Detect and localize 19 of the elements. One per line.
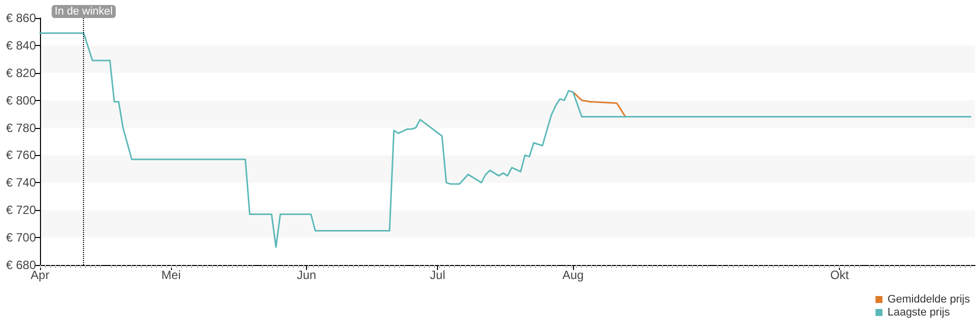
legend-label: Laagste prijs [887, 306, 950, 318]
legend-label: Gemiddelde prijs [887, 294, 970, 306]
ref-line-label: In de winkel [54, 6, 113, 18]
x-tick-label: Jul [430, 268, 446, 282]
y-tick-label: € 820 [6, 66, 36, 80]
y-tick-label: € 760 [6, 148, 36, 162]
line-series [39, 32, 972, 248]
y-tick-label: € 800 [6, 93, 36, 108]
y-tick-label: € 740 [6, 176, 36, 190]
y-tick-label: € 860 [6, 11, 36, 25]
line-series [572, 91, 626, 118]
x-tick-label: Okt [830, 268, 850, 282]
y-tick-label: € 840 [6, 38, 36, 52]
x-tick-label: Aug [562, 268, 584, 282]
x-tick-label: Jun [296, 268, 316, 282]
y-tick-label: € 780 [6, 120, 36, 135]
y-tick-label: € 700 [6, 230, 36, 245]
y-tick-label: € 720 [6, 203, 36, 218]
x-tick-label: Mei [161, 268, 181, 282]
